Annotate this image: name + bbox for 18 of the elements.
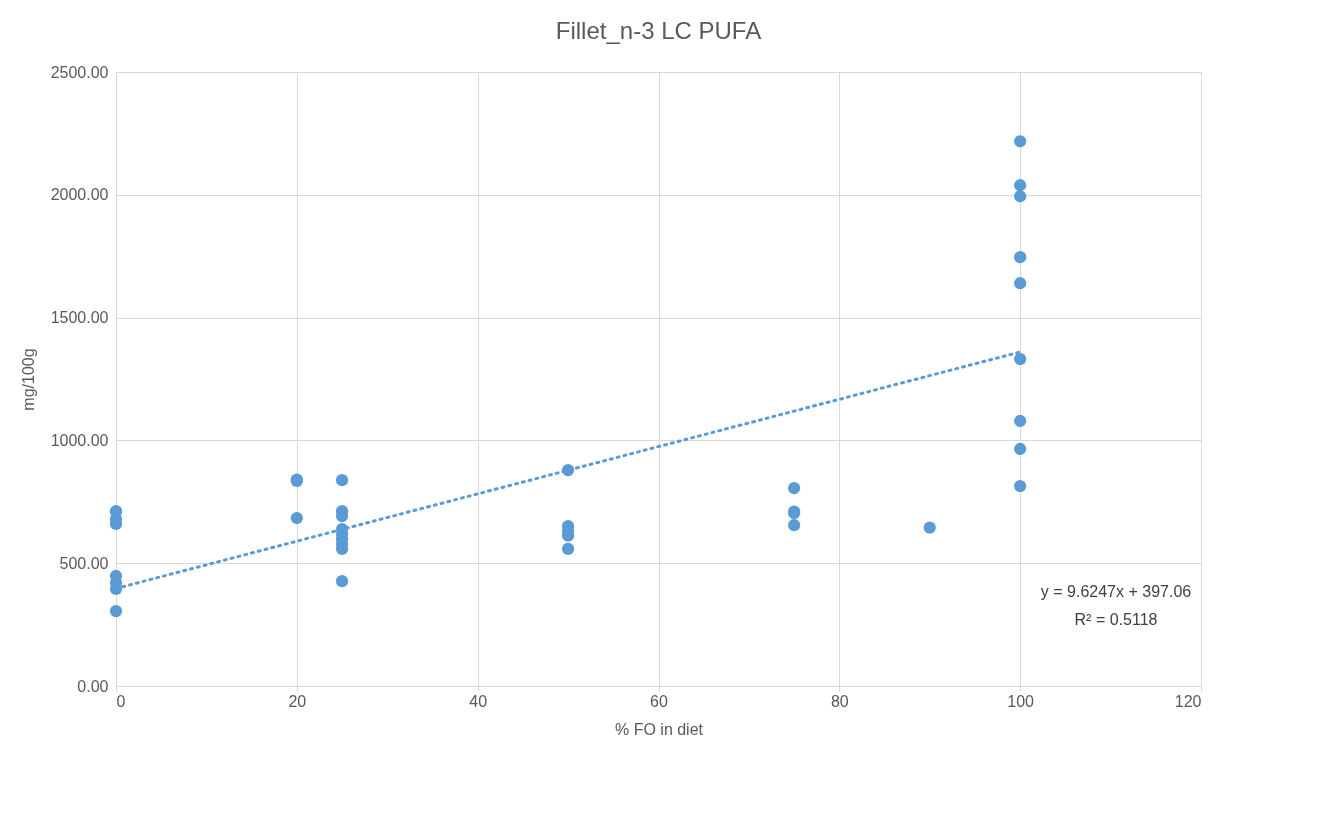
y-tick-label: 0.00	[77, 677, 109, 695]
y-tick-label: 1500.00	[50, 309, 109, 327]
y-tick-label: 2500.00	[50, 63, 109, 81]
x-tick-label: 60	[650, 692, 668, 710]
x-tick-label: 100	[1007, 692, 1035, 710]
y-tick-label: 500.00	[59, 554, 109, 572]
x-tick-label: 120	[1174, 692, 1202, 710]
annotation: R² = 0.5118	[1074, 611, 1158, 628]
annotation: y = 9.6247x + 397.06	[1040, 583, 1192, 600]
y-axis-title: mg/100g	[19, 348, 37, 411]
x-axis-title: % FO in diet	[614, 720, 704, 738]
x-tick-label: 80	[830, 692, 849, 710]
y-tick-label: 2000.00	[50, 186, 109, 204]
x-tick-label: 0	[116, 692, 126, 710]
x-tick-label: 40	[469, 692, 488, 710]
chart-title: Fillet_n-3 LC PUFA	[555, 17, 762, 44]
y-tick-label: 1000.00	[50, 431, 109, 449]
x-tick-label: 20	[288, 692, 307, 710]
